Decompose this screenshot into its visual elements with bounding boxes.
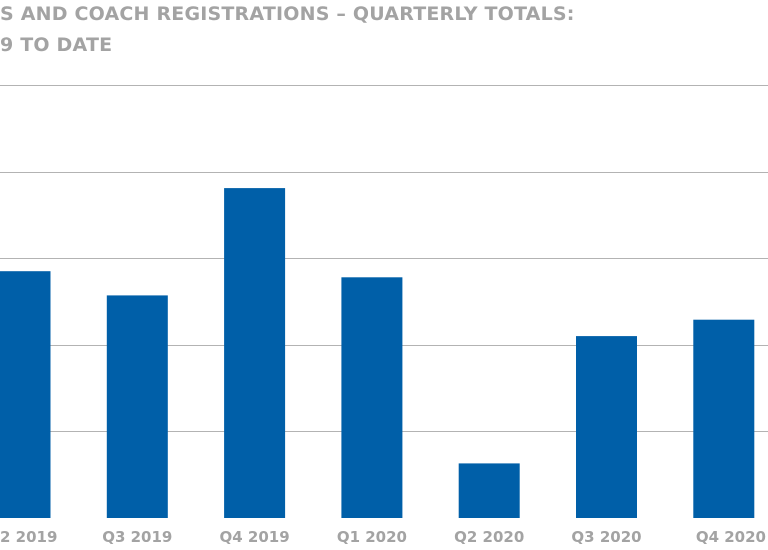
bar (341, 277, 403, 518)
x-tick-label: Q3 2019 (102, 528, 172, 546)
bar (576, 336, 637, 518)
x-tick-label: Q4 2019 (220, 528, 290, 546)
chart-title-line-1: S AND COACH REGISTRATIONS – QUARTERLY TO… (0, 3, 575, 25)
x-tick-label: Q3 2020 (571, 528, 641, 546)
x-tick-label: Q4 2020 (696, 528, 766, 546)
bar (0, 271, 51, 518)
x-tick-label: 2 2019 (0, 528, 57, 546)
x-axis-labels: 2 2019 Q3 2019 Q4 2019 Q1 2020 Q2 2020 Q3 202… (0, 528, 766, 546)
chart-title-line-2: 9 TO DATE (0, 34, 113, 56)
bar (106, 295, 168, 518)
bar (224, 188, 286, 518)
x-tick-label: Q1 2020 (337, 528, 407, 546)
bar (458, 463, 520, 518)
x-tick-label: Q2 2020 (454, 528, 524, 546)
bar (693, 319, 755, 518)
bars (0, 188, 755, 518)
